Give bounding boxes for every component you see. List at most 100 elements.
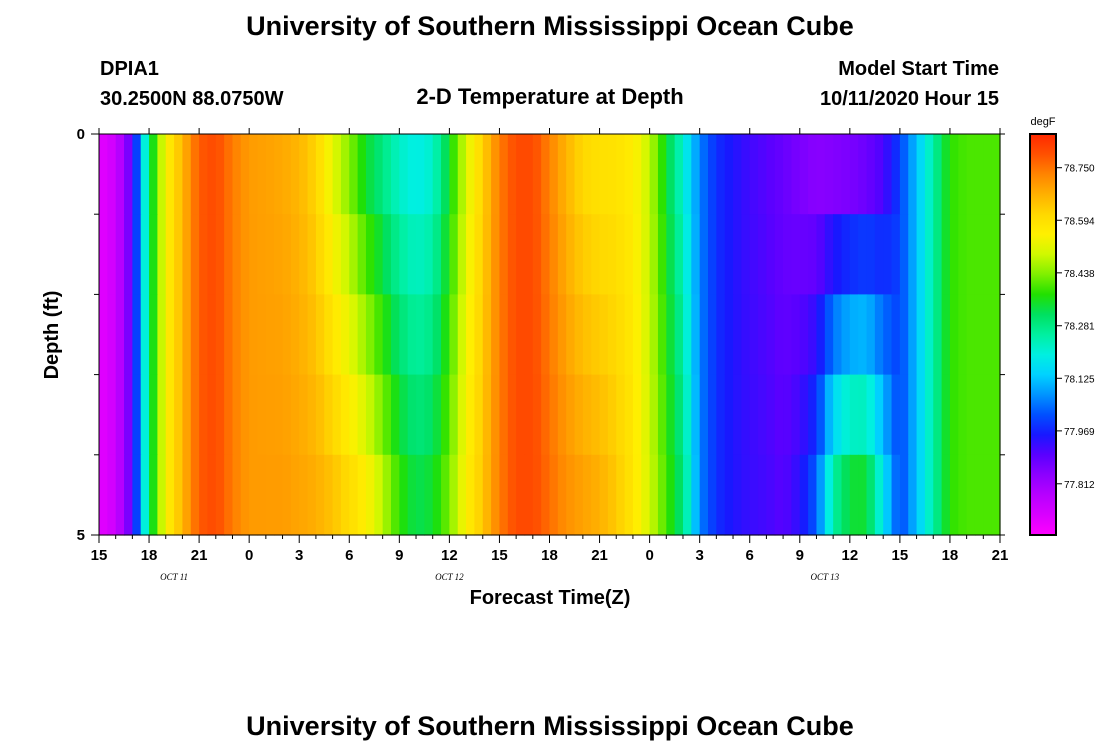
heatmap-cell <box>182 454 192 536</box>
heatmap-cell <box>457 214 467 295</box>
heatmap-cell <box>557 374 567 456</box>
heatmap-cell <box>307 294 317 376</box>
colorbar-tick-label: 78.438 <box>1064 269 1095 280</box>
heatmap-cell <box>441 374 450 456</box>
heatmap-cell <box>165 374 175 456</box>
heatmap-cell <box>290 214 300 295</box>
heatmap-cell <box>132 294 142 376</box>
heatmap-cell <box>616 374 626 456</box>
heatmap-cell <box>574 454 584 536</box>
heatmap-cell <box>140 134 150 215</box>
heatmap-cell <box>257 214 267 295</box>
heatmap-cell <box>983 214 993 295</box>
x-tick-label: 15 <box>892 547 909 564</box>
heatmap-cell <box>349 214 359 295</box>
x-tick-label: 12 <box>841 547 858 564</box>
heatmap-cell <box>265 134 275 215</box>
heatmap-cell <box>674 374 684 456</box>
heatmap-cell <box>132 374 142 456</box>
heatmap-cell <box>949 294 959 376</box>
heatmap-cell <box>816 214 826 295</box>
heatmap-cell <box>249 214 259 295</box>
heatmap-cells <box>99 134 1001 536</box>
heatmap-cell <box>716 294 726 376</box>
heatmap-cell <box>232 374 242 456</box>
heatmap-cell <box>357 214 367 295</box>
x-tick-label: 12 <box>441 547 458 564</box>
heatmap-cell <box>616 294 626 376</box>
date-label: OCT 13 <box>811 572 840 582</box>
heatmap-cell <box>499 294 509 376</box>
heatmap-cell <box>899 134 909 215</box>
heatmap-cell <box>541 134 551 215</box>
heatmap-cell <box>691 454 701 536</box>
heatmap-cell <box>666 454 676 536</box>
heatmap-cell <box>257 294 267 376</box>
heatmap-cell <box>766 374 776 456</box>
heatmap-cell <box>107 454 117 536</box>
heatmap-cell <box>991 374 1001 456</box>
heatmap-cell <box>666 214 676 295</box>
x-tick-label: 0 <box>645 547 653 564</box>
heatmap-cell <box>657 454 667 536</box>
heatmap-cell <box>399 294 409 376</box>
heatmap-cell <box>374 214 384 295</box>
heatmap-cell <box>824 294 834 376</box>
heatmap-cell <box>774 134 784 215</box>
heatmap-cell <box>641 134 651 215</box>
heatmap-cell <box>649 294 659 376</box>
heatmap-cell <box>165 214 175 295</box>
heatmap-cell <box>165 134 175 215</box>
heatmap-cell <box>315 294 325 376</box>
x-tick-label: 3 <box>695 547 703 564</box>
heatmap-cell <box>182 214 192 295</box>
heatmap-cell <box>649 214 659 295</box>
heatmap-cell <box>466 294 476 376</box>
heatmap-cell <box>624 374 634 456</box>
heatmap-cell <box>733 134 742 215</box>
heatmap-cell <box>199 454 209 536</box>
heatmap-cell <box>908 454 918 536</box>
y-tick-label: 0 <box>77 126 85 143</box>
heatmap-cell <box>582 134 592 215</box>
heatmap-cell <box>240 214 250 295</box>
heatmap-cell <box>908 374 918 456</box>
heatmap-cell <box>974 374 984 456</box>
heatmap-cell <box>424 294 434 376</box>
heatmap-cell <box>883 294 893 376</box>
x-tick-label: 6 <box>746 547 754 564</box>
heatmap-cell <box>140 214 150 295</box>
heatmap-cell <box>516 374 526 456</box>
heatmap-cell <box>791 134 801 215</box>
heatmap-cell <box>349 294 359 376</box>
heatmap-cell <box>582 214 592 295</box>
heatmap-cell <box>324 214 334 295</box>
heatmap-cell <box>407 214 417 295</box>
y-axis-title: Depth (ft) <box>41 291 63 380</box>
colorbar-unit: degF <box>1030 116 1055 128</box>
heatmap-cell <box>199 294 209 376</box>
heatmap-cell <box>315 454 325 536</box>
heatmap-cell <box>224 294 234 376</box>
heatmap-cell <box>958 134 968 215</box>
heatmap-cell <box>474 294 484 376</box>
heatmap-cell <box>808 374 818 456</box>
heatmap-cell <box>783 374 793 456</box>
heatmap-cell <box>591 294 601 376</box>
heatmap-cell <box>399 214 409 295</box>
heatmap-cell <box>808 294 818 376</box>
heatmap-cell <box>733 454 742 536</box>
heatmap-cell <box>507 374 517 456</box>
heatmap-cell <box>733 374 742 456</box>
heatmap-cell <box>274 294 284 376</box>
x-tick-label: 9 <box>395 547 403 564</box>
heatmap-cell <box>374 374 384 456</box>
heatmap-cell <box>941 454 951 536</box>
heatmap-cell <box>749 374 759 456</box>
x-tick-label: 9 <box>796 547 804 564</box>
heatmap-cell <box>833 454 843 536</box>
heatmap-cell <box>949 214 959 295</box>
heatmap-cell <box>874 134 884 215</box>
heatmap-cell <box>674 134 684 215</box>
heatmap-cell <box>733 294 742 376</box>
